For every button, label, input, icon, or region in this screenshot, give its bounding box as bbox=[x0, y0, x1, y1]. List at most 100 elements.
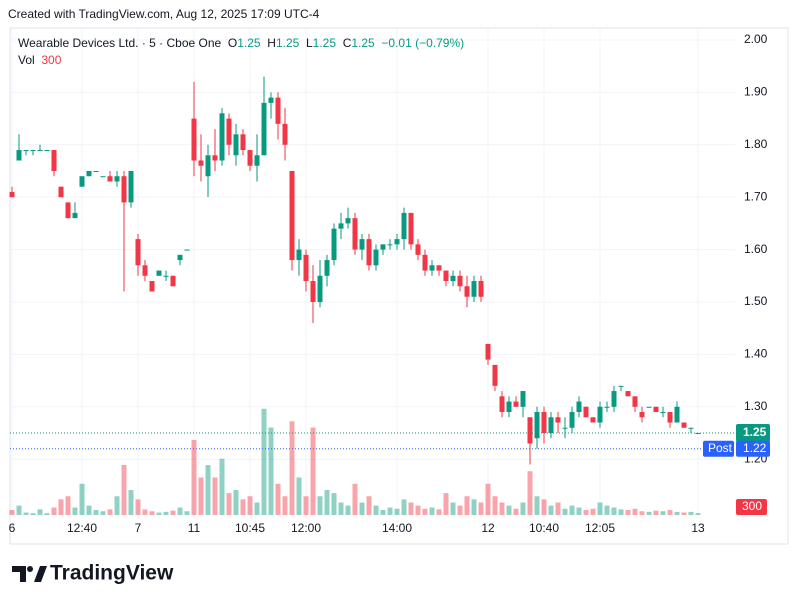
volume-bar bbox=[464, 496, 470, 515]
candle-body bbox=[219, 113, 225, 161]
candle-body bbox=[541, 412, 547, 433]
volume-bar bbox=[44, 513, 50, 515]
candle-body bbox=[338, 223, 344, 229]
volume-bar bbox=[9, 510, 15, 515]
volume-bar bbox=[72, 507, 78, 515]
volume-bar bbox=[541, 499, 547, 515]
candle bbox=[9, 186, 15, 198]
last-price-label: 1.25 bbox=[743, 425, 767, 439]
volume-bar bbox=[534, 496, 540, 515]
volume-bar bbox=[555, 502, 561, 515]
legend-row: Vol 300 bbox=[18, 52, 464, 69]
candle bbox=[569, 406, 575, 433]
candle bbox=[576, 396, 582, 418]
candle-body bbox=[506, 401, 512, 413]
volume-bar bbox=[618, 509, 624, 515]
ohlc-label: H bbox=[267, 36, 276, 50]
candle-body bbox=[16, 150, 22, 161]
candle-body bbox=[562, 427, 568, 429]
volume-value: 300 bbox=[41, 53, 62, 67]
candle bbox=[191, 81, 197, 177]
candle bbox=[541, 406, 547, 444]
candle bbox=[450, 270, 456, 287]
candle-body bbox=[86, 170, 92, 177]
candle-body bbox=[604, 406, 610, 408]
candle-body bbox=[660, 412, 666, 414]
candle bbox=[58, 186, 64, 198]
candle-body bbox=[254, 155, 260, 166]
candle-body bbox=[310, 281, 316, 302]
candle-body bbox=[177, 254, 183, 261]
candle-body bbox=[408, 212, 414, 245]
y-tick-label: 1.70 bbox=[744, 189, 768, 203]
candle-body bbox=[23, 150, 29, 152]
post-tag-box bbox=[703, 440, 734, 457]
volume-bar bbox=[247, 496, 253, 515]
x-tick-label: 10:40 bbox=[529, 521, 559, 535]
change: −0.01 (−0.79%) bbox=[381, 36, 465, 50]
candle bbox=[611, 385, 617, 413]
candle bbox=[114, 170, 120, 187]
candle bbox=[520, 391, 526, 418]
candle-body bbox=[632, 396, 638, 407]
candle bbox=[254, 134, 260, 182]
candle-body bbox=[345, 218, 351, 224]
candle bbox=[100, 176, 106, 178]
candle bbox=[303, 249, 309, 292]
volume-bar bbox=[380, 510, 386, 515]
volume-bar bbox=[422, 508, 428, 515]
volume-bar bbox=[471, 499, 477, 515]
candle-body bbox=[681, 422, 687, 428]
volume-bar bbox=[646, 511, 652, 515]
y-tick-label: 1.30 bbox=[744, 399, 768, 413]
candle-body bbox=[373, 249, 379, 266]
volume-bar bbox=[499, 502, 505, 515]
candle-body bbox=[149, 281, 155, 292]
volume-bar bbox=[415, 505, 421, 515]
ohlc-value: 1.25 bbox=[237, 36, 261, 50]
volume-bar bbox=[37, 509, 43, 515]
candle-body bbox=[478, 281, 484, 297]
candle-body bbox=[520, 391, 526, 407]
candle-body bbox=[289, 170, 295, 261]
volume-bar bbox=[597, 502, 603, 515]
candle bbox=[275, 92, 281, 140]
volume-bar bbox=[639, 511, 645, 515]
volume-bar bbox=[688, 511, 694, 515]
candle bbox=[387, 239, 393, 250]
candle-body bbox=[275, 97, 281, 124]
candle-body bbox=[324, 260, 330, 276]
candle bbox=[471, 275, 477, 302]
volume-bar bbox=[478, 502, 484, 515]
volume-bar bbox=[394, 508, 400, 515]
volume-bar bbox=[156, 512, 162, 515]
x-tick-label: 6 bbox=[9, 521, 16, 535]
candle bbox=[590, 417, 596, 423]
volume-bar bbox=[303, 496, 309, 515]
candle-body bbox=[163, 275, 169, 277]
candle-body bbox=[114, 176, 120, 182]
volume-bar bbox=[149, 511, 155, 515]
x-tick-label: 11 bbox=[188, 521, 201, 535]
candle bbox=[156, 270, 162, 276]
candle-body bbox=[646, 406, 652, 408]
volume-bar bbox=[492, 496, 498, 515]
volume-bar bbox=[401, 499, 407, 515]
candle bbox=[674, 401, 680, 423]
candle-body bbox=[576, 401, 582, 413]
volume-bar bbox=[450, 502, 456, 515]
volume-bar bbox=[408, 502, 414, 515]
volume-bar bbox=[667, 510, 673, 515]
candle bbox=[681, 422, 687, 428]
candle bbox=[534, 406, 540, 449]
candle bbox=[65, 202, 71, 219]
legend: Wearable Devices Ltd. · 5 · Cboe One O1.… bbox=[18, 35, 464, 69]
candle-body bbox=[422, 254, 428, 271]
candle bbox=[212, 129, 218, 171]
volume-bar bbox=[65, 496, 71, 515]
candle-body bbox=[366, 239, 372, 266]
candle-body bbox=[317, 275, 323, 302]
candle-body bbox=[471, 281, 477, 297]
ohlc-label: C bbox=[342, 36, 352, 50]
volume-bar bbox=[163, 511, 169, 515]
